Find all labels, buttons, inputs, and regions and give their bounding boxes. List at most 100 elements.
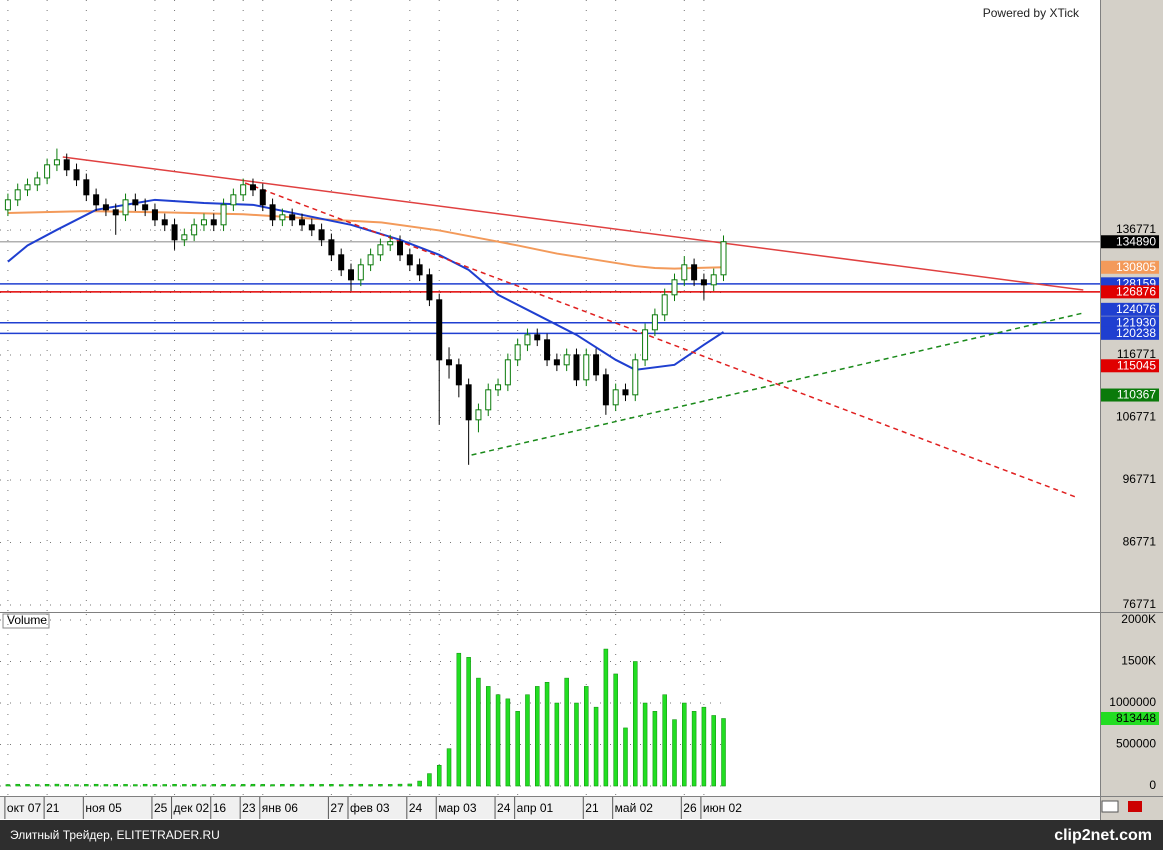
candle-body <box>308 224 315 231</box>
candle-body <box>298 219 305 226</box>
candle-body <box>122 199 129 216</box>
candle-body <box>671 279 678 296</box>
volume-bar <box>711 715 716 787</box>
axis-panel <box>1100 0 1163 820</box>
volume-bar <box>152 784 158 787</box>
volume-bar <box>25 784 30 787</box>
candle-body <box>328 239 335 256</box>
volume-bar <box>280 784 285 787</box>
volume-bar <box>407 783 413 787</box>
volume-bar <box>74 784 79 787</box>
x-tick-label: мар 03 <box>438 801 477 815</box>
y-tick-label: 76771 <box>1123 597 1157 611</box>
volume-bar <box>456 652 462 787</box>
volume-bar <box>44 784 50 787</box>
candle-body <box>181 234 188 241</box>
candle-body <box>495 384 502 391</box>
volume-bar <box>201 784 207 787</box>
volume-bar <box>623 727 628 787</box>
volume-bar <box>544 681 550 787</box>
candle-body <box>534 334 541 341</box>
candle-body <box>651 314 658 331</box>
candle-body <box>230 194 237 206</box>
price-marker <box>1101 711 1159 725</box>
candle-body <box>269 204 276 221</box>
price-marker-label: 120238 <box>1116 326 1156 340</box>
plot-bg <box>0 0 1100 820</box>
candle-body <box>220 204 227 226</box>
candle-body <box>210 219 217 226</box>
candle-body <box>171 224 178 241</box>
volume-bar <box>113 784 118 787</box>
volume-bar <box>613 673 618 787</box>
candle-body <box>4 199 11 211</box>
volume-bar <box>358 783 364 787</box>
logo: clip2net.com <box>1054 827 1152 844</box>
icon[interactable] <box>1128 801 1142 812</box>
price-marker <box>1101 302 1159 316</box>
volume-bar <box>574 702 579 787</box>
candle-body <box>553 359 560 366</box>
volume-bar <box>515 711 520 787</box>
volume-bar <box>495 694 501 787</box>
x-tick-label: 23 <box>242 801 256 815</box>
volume-bar <box>103 784 109 787</box>
volume-bar <box>221 784 226 787</box>
y-tick-label: 2000K <box>1121 612 1156 626</box>
candle-body <box>63 159 70 171</box>
candle-body <box>53 159 60 166</box>
x-tick-label: ноя 05 <box>85 801 122 815</box>
volume-bar <box>417 780 422 787</box>
x-tick-label: янв 06 <box>262 801 299 815</box>
y-tick-label: 106771 <box>1116 410 1156 424</box>
volume-bar <box>397 783 403 787</box>
price-marker-label: 813448 <box>1116 711 1156 725</box>
candle-body <box>524 334 531 346</box>
x-tick-label: июн 02 <box>703 801 742 815</box>
candle-body <box>563 354 570 366</box>
icon[interactable] <box>1101 800 1119 813</box>
status-bar <box>0 820 1163 850</box>
volume-bar <box>299 784 305 787</box>
price-marker <box>1101 285 1159 299</box>
volume-bar <box>182 784 187 787</box>
candle-body <box>93 194 100 206</box>
candle-body <box>446 359 453 366</box>
candle-body <box>151 209 158 221</box>
y-tick-label: 96771 <box>1123 472 1157 486</box>
candle-body <box>691 264 698 281</box>
price-marker <box>1101 326 1159 340</box>
candle-body <box>357 264 364 281</box>
x-axis-bg <box>0 797 1100 819</box>
candle-body <box>612 389 619 406</box>
candle-body <box>191 224 198 236</box>
volume-bar <box>5 784 11 787</box>
x-tick-label: апр 01 <box>517 801 554 815</box>
candle-body <box>700 279 707 286</box>
volume-bar <box>15 783 20 787</box>
candle-body <box>544 339 551 361</box>
x-tick-label: дек 02 <box>174 801 210 815</box>
price-marker-label: 124076 <box>1116 302 1156 316</box>
volume-bar <box>368 784 373 787</box>
candle-body <box>436 299 443 361</box>
candle-body <box>289 214 296 221</box>
y-tick-label: 500000 <box>1116 737 1156 751</box>
candle-body <box>465 384 472 421</box>
candle-body <box>338 254 345 271</box>
volume-bar <box>603 648 609 787</box>
x-tick-label: 26 <box>683 801 697 815</box>
price-marker-label: 110367 <box>1117 388 1156 402</box>
volume-bar <box>691 711 697 787</box>
price-marker-label: 115045 <box>1117 358 1156 372</box>
volume-bar <box>260 784 266 787</box>
footer-text: Элитный Трейдер, ELITETRADER.RU <box>10 828 220 842</box>
x-tick-label: фев 03 <box>350 801 390 815</box>
y-tick-label: 0 <box>1149 778 1156 792</box>
volume-bar <box>142 783 148 787</box>
price-marker-label: 126876 <box>1116 285 1156 299</box>
volume-bar <box>633 661 638 787</box>
x-tick-label: 16 <box>213 801 227 815</box>
price-marker <box>1101 260 1159 274</box>
trendline <box>62 156 1084 291</box>
